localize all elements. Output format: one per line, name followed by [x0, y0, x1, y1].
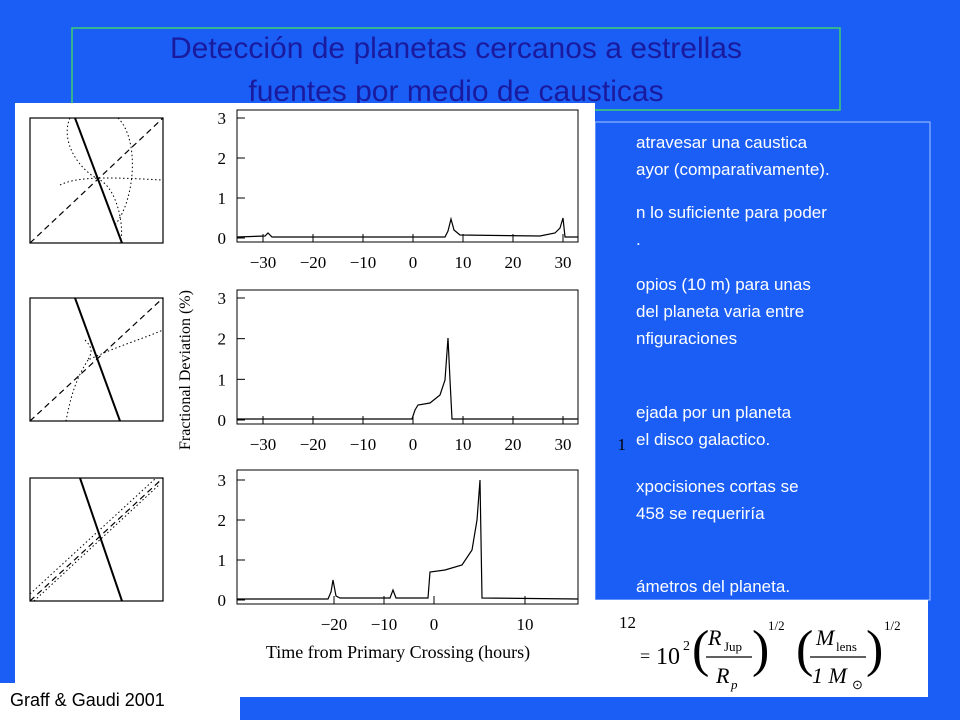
formula-part: R [707, 625, 722, 650]
x-tick-label: −10 [371, 615, 398, 634]
caption: Graff & Gaudi 2001 [10, 690, 165, 710]
x-tick-label: 30 [555, 435, 572, 454]
body-line: nfiguraciones [636, 329, 737, 348]
x-tick-label: −20 [300, 435, 327, 454]
body-line: 458 se requeriría [636, 504, 765, 523]
x-tick-label: −20 [300, 253, 327, 272]
body-line: . [636, 230, 641, 249]
caption-box [0, 683, 240, 720]
formula-part: lens [836, 639, 857, 654]
y-tick-label: 2 [218, 330, 227, 349]
x-tick-label: 10 [455, 253, 472, 272]
y-tick-label: 2 [218, 511, 227, 530]
body-line: el disco galactico. [636, 430, 770, 449]
y-tick-label: 2 [218, 149, 227, 168]
paren: ( [692, 621, 709, 678]
x-tick-label: 0 [409, 435, 418, 454]
x-tick-label: −10 [350, 253, 377, 272]
body-line: n lo suficiente para poder [636, 203, 827, 222]
y-tick-label: 3 [218, 109, 227, 128]
formula-part: Jup [724, 639, 742, 654]
y-tick-label: 0 [218, 411, 227, 430]
x-tick-label: 30 [555, 253, 572, 272]
title-line: fuentes por medio de causticas [248, 75, 663, 108]
body-text: atravesar una caustica ayor (comparativam… [636, 133, 830, 596]
x-tick-label: 20 [505, 253, 522, 272]
paren: ( [796, 621, 813, 678]
y-tick-label: 0 [218, 591, 227, 610]
x-tick-label: −30 [250, 253, 277, 272]
body-line: atravesar una caustica [636, 133, 808, 152]
body-line: xpocisiones cortas se [636, 477, 799, 496]
x-tick-label: 10 [455, 435, 472, 454]
y-axis-label: Fractional Deviation (%) [177, 290, 194, 450]
x-tick-label: −10 [350, 435, 377, 454]
geometry-panels [29, 117, 164, 602]
formula-part: p [730, 677, 738, 692]
body-line: ayor (comparativamente). [636, 160, 830, 179]
formula-part: 1/2 [768, 618, 785, 633]
clip-label: 1 [618, 435, 627, 454]
formula-part: 1 M [812, 663, 849, 688]
x-tick-label: −30 [250, 435, 277, 454]
paren: ) [866, 621, 883, 678]
y-tick-label: 3 [218, 471, 227, 490]
x-tick-label: 10 [517, 615, 534, 634]
formula-part: 2 [683, 639, 690, 654]
plot-frames [236, 109, 579, 605]
y-tick-label: 1 [218, 551, 227, 570]
x-tick-label: 20 [505, 435, 522, 454]
formula: = 10 2 ( R Jup R p ) 1/2 ( M lens 1 M ⊙ … [640, 618, 901, 692]
y-tick-label: 1 [218, 189, 227, 208]
formula-part: ⊙ [852, 677, 863, 692]
formula-part: 1/2 [884, 618, 901, 633]
formula-box [595, 600, 928, 697]
text-box [594, 121, 931, 601]
body-line: opios (10 m) para unas [636, 275, 811, 294]
y-tick-label: 3 [218, 289, 227, 308]
formula-part: = [640, 646, 650, 666]
body-line: ámetros del planeta. [636, 577, 790, 596]
body-line: ejada por un planeta [636, 403, 792, 422]
y-tick-label: 1 [218, 370, 227, 389]
x-tick-label: −20 [321, 615, 348, 634]
formula-part: M [815, 625, 836, 650]
formula-part: 10 [656, 644, 680, 670]
body-line: del planeta varia entre [636, 302, 804, 321]
title-line: Detección de planetas cercanos a estrell… [170, 32, 742, 65]
paren: ) [752, 621, 769, 678]
clip-label: 12 [619, 613, 636, 632]
x-axis-label: Time from Primary Crossing (hours) [266, 642, 530, 663]
x-tick-label: 0 [430, 615, 439, 634]
y-tick-label: 0 [218, 229, 227, 248]
formula-part: R [715, 663, 730, 688]
x-tick-label: 0 [409, 253, 418, 272]
curves [236, 216, 579, 600]
